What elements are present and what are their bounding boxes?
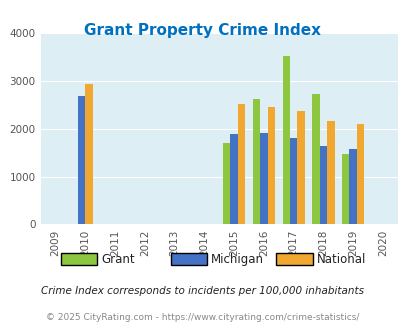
Bar [237, 104, 245, 224]
Text: Michigan: Michigan [211, 252, 264, 266]
Bar [260, 133, 267, 224]
Text: National: National [316, 252, 365, 266]
Bar [289, 138, 296, 224]
Bar [282, 56, 289, 224]
Text: © 2025 CityRating.com - https://www.cityrating.com/crime-statistics/: © 2025 CityRating.com - https://www.city… [46, 313, 359, 322]
Text: Crime Index corresponds to incidents per 100,000 inhabitants: Crime Index corresponds to incidents per… [41, 286, 364, 296]
Bar [85, 84, 92, 224]
Bar [326, 120, 334, 224]
Bar [230, 134, 237, 224]
Bar [222, 143, 230, 224]
Bar [356, 124, 364, 224]
Bar [311, 94, 319, 224]
Bar [319, 146, 326, 224]
Bar [349, 149, 356, 224]
Bar [267, 107, 275, 224]
Bar [341, 153, 349, 224]
Text: Grant: Grant [101, 252, 135, 266]
Bar [252, 99, 260, 224]
Bar [78, 96, 85, 224]
Text: Grant Property Crime Index: Grant Property Crime Index [84, 23, 321, 38]
Bar [296, 111, 304, 224]
